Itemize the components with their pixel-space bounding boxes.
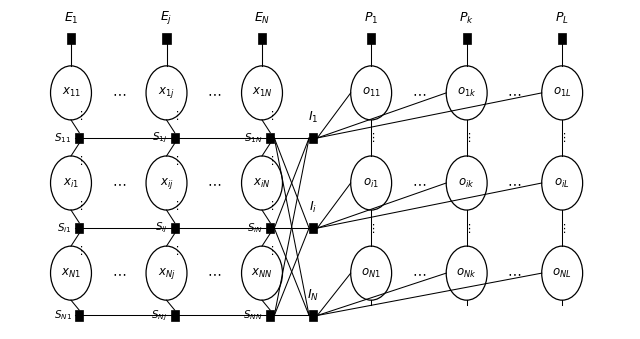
Text: $x_{1j}$: $x_{1j}$ (158, 85, 175, 100)
Bar (367, 34, 375, 44)
Text: $\vdots$: $\vdots$ (266, 109, 275, 122)
Bar (309, 133, 317, 143)
Bar (309, 310, 317, 321)
Bar (75, 133, 83, 143)
Text: $x_{NN}$: $x_{NN}$ (252, 266, 273, 280)
Text: $\cdots$: $\cdots$ (207, 176, 221, 190)
Text: $\vdots$: $\vdots$ (75, 154, 83, 167)
Text: $S_{i1}$: $S_{i1}$ (57, 221, 72, 235)
Bar (163, 34, 171, 44)
Text: $P_k$: $P_k$ (460, 11, 474, 26)
Bar (75, 223, 83, 234)
Text: $\vdots$: $\vdots$ (558, 222, 566, 235)
Text: $\cdots$: $\cdots$ (508, 176, 522, 190)
Text: $x_{N1}$: $x_{N1}$ (61, 266, 81, 280)
Text: $I_1$: $I_1$ (308, 110, 318, 125)
Text: $\vdots$: $\vdots$ (266, 154, 275, 167)
Bar (67, 34, 75, 44)
Text: $\vdots$: $\vdots$ (367, 222, 375, 235)
Text: $\vdots$: $\vdots$ (171, 109, 179, 122)
Text: $I_N$: $I_N$ (307, 288, 319, 303)
Bar (266, 133, 275, 143)
Text: $S_{ij}$: $S_{ij}$ (155, 221, 167, 235)
Text: $\cdots$: $\cdots$ (111, 176, 126, 190)
Text: $o_{NL}$: $o_{NL}$ (552, 266, 572, 280)
Bar (258, 34, 266, 44)
Text: $\vdots$: $\vdots$ (75, 199, 83, 212)
Text: $S_{Nj}$: $S_{Nj}$ (151, 308, 167, 323)
Bar (463, 34, 471, 44)
Text: $\cdots$: $\cdots$ (508, 86, 522, 100)
Text: $\vdots$: $\vdots$ (171, 244, 179, 257)
Bar (266, 310, 275, 321)
Text: $x_{ij}$: $x_{ij}$ (159, 176, 173, 191)
Text: $o_{ik}$: $o_{ik}$ (458, 177, 475, 190)
Text: $\vdots$: $\vdots$ (266, 244, 275, 257)
Text: $\cdots$: $\cdots$ (207, 86, 221, 100)
Text: $\vdots$: $\vdots$ (558, 132, 566, 144)
Text: $x_{iN}$: $x_{iN}$ (253, 177, 271, 190)
Text: $\cdots$: $\cdots$ (111, 86, 126, 100)
Text: $\cdots$: $\cdots$ (207, 266, 221, 280)
Bar (171, 223, 179, 234)
Text: $S_{iN}$: $S_{iN}$ (247, 221, 262, 235)
Text: $E_1$: $E_1$ (64, 11, 78, 26)
Text: $\vdots$: $\vdots$ (367, 132, 375, 144)
Text: $x_{Nj}$: $x_{Nj}$ (157, 266, 175, 281)
Text: $x_{i1}$: $x_{i1}$ (63, 177, 79, 190)
Text: $o_{11}$: $o_{11}$ (362, 86, 381, 99)
Bar (266, 223, 275, 234)
Text: $\cdots$: $\cdots$ (412, 86, 426, 100)
Text: $o_{iL}$: $o_{iL}$ (554, 177, 570, 190)
Bar (309, 223, 317, 234)
Text: $S_{NN}$: $S_{NN}$ (243, 308, 262, 322)
Text: $S_{N1}$: $S_{N1}$ (54, 308, 72, 322)
Text: $x_{11}$: $x_{11}$ (61, 86, 81, 99)
Text: $\vdots$: $\vdots$ (463, 132, 471, 144)
Text: $x_{1N}$: $x_{1N}$ (252, 86, 272, 99)
Text: $\vdots$: $\vdots$ (171, 199, 179, 212)
Text: $E_N$: $E_N$ (254, 11, 270, 26)
Text: $P_L$: $P_L$ (556, 11, 569, 26)
Text: $P_1$: $P_1$ (364, 11, 378, 26)
Text: $o_{Nk}$: $o_{Nk}$ (456, 266, 477, 280)
Text: $\vdots$: $\vdots$ (266, 199, 275, 212)
Text: $S_{1N}$: $S_{1N}$ (244, 131, 262, 145)
Text: $S_{1j}$: $S_{1j}$ (152, 131, 167, 145)
Text: $o_{1k}$: $o_{1k}$ (457, 86, 476, 99)
Text: $\vdots$: $\vdots$ (463, 222, 471, 235)
Text: $o_{1L}$: $o_{1L}$ (553, 86, 572, 99)
Bar (171, 310, 179, 321)
Text: $I_i$: $I_i$ (309, 200, 317, 216)
Text: $\vdots$: $\vdots$ (171, 154, 179, 167)
Bar (558, 34, 566, 44)
Bar (171, 133, 179, 143)
Text: $S_{11}$: $S_{11}$ (54, 131, 72, 145)
Text: $E_j$: $E_j$ (161, 9, 173, 26)
Text: $o_{i1}$: $o_{i1}$ (363, 177, 379, 190)
Text: $\cdots$: $\cdots$ (412, 266, 426, 280)
Text: $\cdots$: $\cdots$ (111, 266, 126, 280)
Bar (75, 310, 83, 321)
Text: $\vdots$: $\vdots$ (75, 109, 83, 122)
Text: $\vdots$: $\vdots$ (75, 244, 83, 257)
Text: $o_{N1}$: $o_{N1}$ (361, 266, 381, 280)
Text: $\cdots$: $\cdots$ (508, 266, 522, 280)
Text: $\cdots$: $\cdots$ (412, 176, 426, 190)
